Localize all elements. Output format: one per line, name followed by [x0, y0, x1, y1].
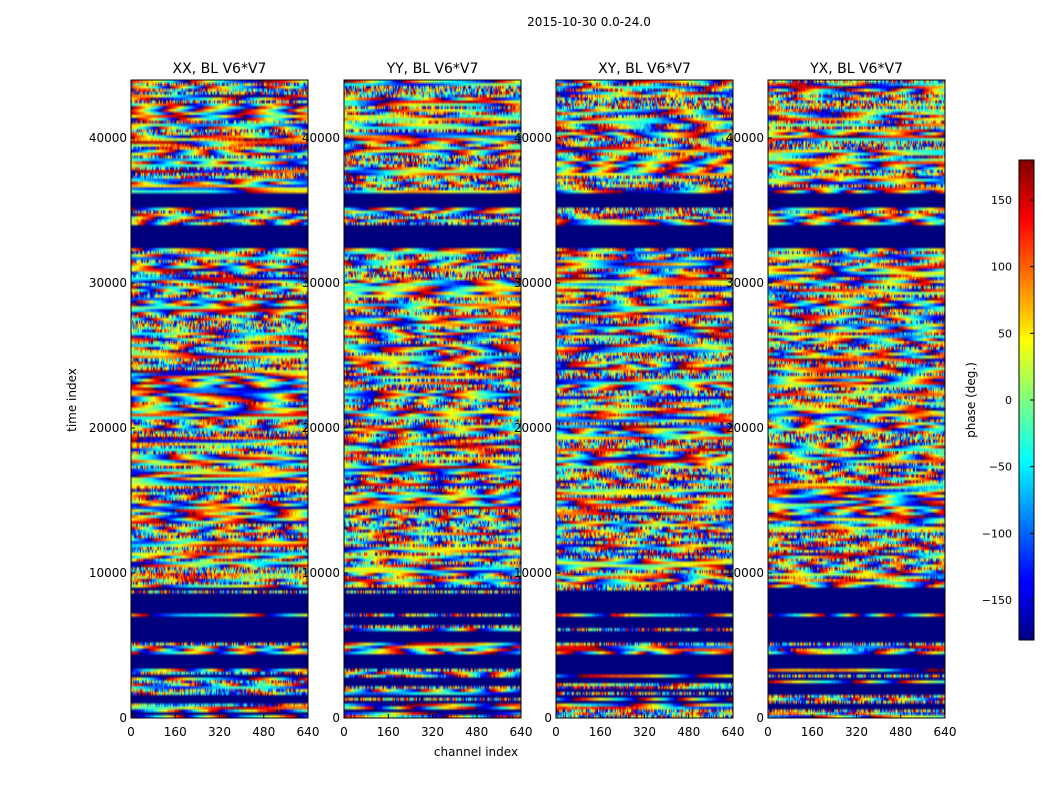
colorbar-tick-label: 0	[1005, 394, 1012, 407]
colorbar: −150 −100 −50 0 50 100 150 phase (deg.)	[964, 159, 1035, 641]
x-tick-label: 480	[465, 725, 488, 739]
y-tick-label: 40000	[302, 131, 340, 145]
x-tick-label: 0	[552, 725, 560, 739]
x-tick-label: 640	[297, 725, 320, 739]
x-tick-label: 640	[510, 725, 533, 739]
y-tick-label: 30000	[726, 276, 764, 290]
y-tick-label: 0	[119, 711, 127, 725]
panel-2: YY, BL V6*V7 0 160 320 480 640 0 10000 20000 3000…	[302, 61, 533, 739]
x-tick-label: 160	[589, 725, 612, 739]
colorbar-tick-label: 100	[991, 261, 1012, 274]
y-tick-label: 10000	[726, 566, 764, 580]
y-tick-label: 10000	[514, 566, 552, 580]
y-tick-label: 20000	[89, 421, 127, 435]
panel-title: XX, BL V6*V7	[173, 61, 267, 77]
x-tick-label: 320	[421, 725, 444, 739]
figure-title: 2015-10-30 0.0-24.0	[527, 15, 651, 29]
heatmap-image	[344, 80, 521, 718]
heatmap-image	[556, 80, 733, 718]
x-tick-label: 0	[340, 725, 348, 739]
colorbar-tick-label: −100	[982, 527, 1012, 540]
x-tick-label: 320	[208, 725, 231, 739]
colorbar-label: phase (deg.)	[964, 362, 978, 438]
y-tick-label: 20000	[302, 421, 340, 435]
x-tick-label: 480	[889, 725, 912, 739]
x-tick-label: 160	[164, 725, 187, 739]
colorbar-tick-label: −150	[982, 594, 1012, 607]
y-tick-label: 20000	[726, 421, 764, 435]
panel-1: XX, BL V6*V7 0 160 320 480 640 0 10000 20000 3000…	[89, 61, 320, 739]
y-tick-label: 0	[544, 711, 552, 725]
y-tick-label: 0	[756, 711, 764, 725]
y-tick-label: 40000	[89, 131, 127, 145]
heatmap-image	[768, 80, 945, 718]
heatmap-image	[131, 80, 308, 718]
x-tick-label: 160	[801, 725, 824, 739]
y-tick-label: 30000	[302, 276, 340, 290]
x-axis-label: channel index	[434, 745, 518, 759]
colorbar-tick-label: −50	[989, 461, 1012, 474]
y-tick-label: 0	[332, 711, 340, 725]
y-tick-label: 40000	[514, 131, 552, 145]
x-tick-label: 480	[677, 725, 700, 739]
panel-title: XY, BL V6*V7	[598, 61, 691, 77]
x-tick-label: 160	[377, 725, 400, 739]
x-tick-label: 640	[722, 725, 745, 739]
colorbar-tick-label: 150	[991, 194, 1012, 207]
x-tick-label: 640	[934, 725, 957, 739]
y-tick-label: 30000	[89, 276, 127, 290]
y-tick-label: 40000	[726, 131, 764, 145]
colorbar-ticks: −150 −100 −50 0 50 100 150	[982, 194, 1034, 607]
panel-title: YX, BL V6*V7	[809, 61, 903, 77]
y-tick-label: 10000	[89, 566, 127, 580]
panel-4: YX, BL V6*V7 0 160 320 480 640 0 10000 20000 3000…	[726, 61, 957, 739]
colorbar-tick-label: 50	[998, 327, 1012, 340]
x-tick-label: 0	[764, 725, 772, 739]
x-tick-label: 320	[845, 725, 868, 739]
x-tick-label: 480	[252, 725, 275, 739]
y-tick-label: 30000	[514, 276, 552, 290]
y-axis-label: time index	[65, 368, 79, 432]
x-tick-label: 320	[633, 725, 656, 739]
y-tick-label: 20000	[514, 421, 552, 435]
y-tick-label: 10000	[302, 566, 340, 580]
panel-3: XY, BL V6*V7 0 160 320 480 640 0 10000 20000 3000…	[514, 61, 745, 739]
x-tick-label: 0	[127, 725, 135, 739]
panels: XX, BL V6*V7 0 160 320 480 640 0 10000 20000 3000…	[89, 61, 957, 739]
panel-title: YY, BL V6*V7	[386, 61, 479, 77]
